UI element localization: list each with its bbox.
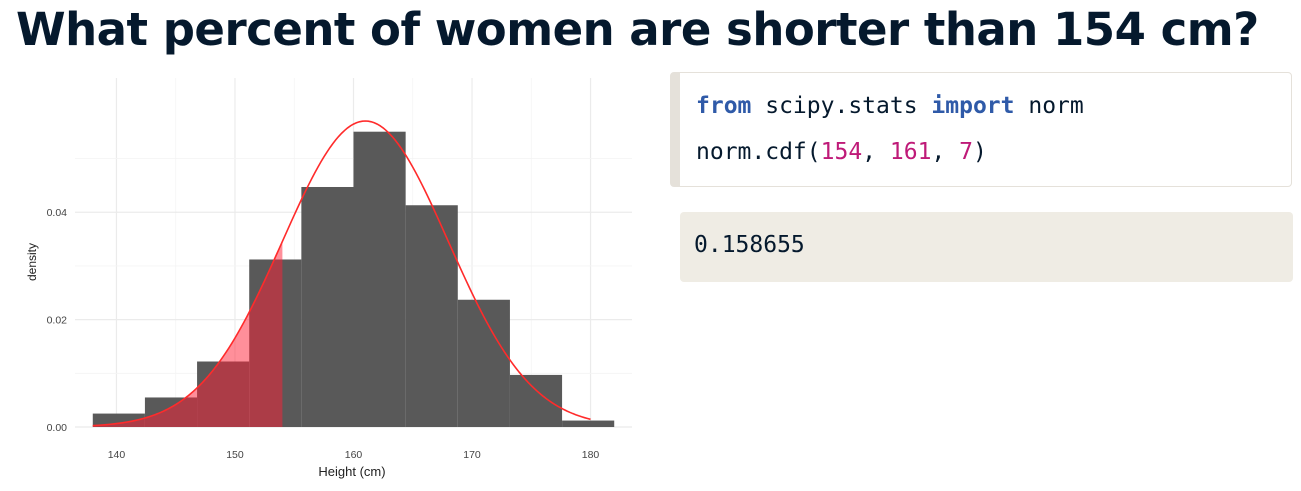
close-paren: ) [972,139,987,165]
y-tick-label: 0.02 [47,315,68,327]
keyword-import: import [931,93,1015,119]
keyword-from: from [696,93,752,119]
histogram-bar [457,299,510,427]
output-value: 0.158655 [694,232,805,258]
histogram-bar [353,131,406,427]
normal-curve [92,120,591,427]
x-tick-label: 140 [108,449,126,461]
output-block: 0.158655 [680,212,1293,282]
x-tick-label: 180 [582,449,600,461]
function-call: norm.cdf( [696,139,821,165]
arg-separator: , [931,139,960,165]
code-line-1: from scipy.stats import norm [696,93,1084,119]
histogram-chart: 0.00 0.02 0.04 140 150 160 170 180 Height (cm)… [25,78,632,479]
histogram-bar [562,420,615,427]
arg-mean: 161 [889,139,932,165]
y-tick-label: 0.00 [47,422,68,434]
histogram-bar [301,186,354,427]
x-tick-label: 170 [463,449,481,461]
shaded-cdf-region [92,241,283,427]
arg-sd: 7 [959,139,973,165]
histogram-bars [92,131,615,427]
x-tick-label: 160 [345,449,363,461]
page-title: What percent of women are shorter than 1… [16,3,1259,56]
x-tick-labels: 140 150 160 170 180 [108,449,600,461]
code-block: from scipy.stats import norm norm.cdf(15… [670,72,1292,187]
shaded-area [92,241,283,427]
arg-separator: , [862,139,890,165]
histogram-bar [509,374,563,427]
code-line-2: norm.cdf(154, 161, 7) [696,139,987,165]
y-axis-label: density [25,243,39,281]
x-tick-label: 150 [226,449,244,461]
y-tick-label: 0.04 [47,207,68,219]
arg-value: 154 [820,139,863,165]
normal-curve-group [92,120,591,427]
x-axis-label: Height (cm) [318,464,385,479]
histogram-bar [405,205,458,427]
imported-name: norm [1014,93,1084,119]
y-tick-labels: 0.00 0.02 0.04 [47,207,68,434]
module-name: scipy.stats [751,93,932,119]
